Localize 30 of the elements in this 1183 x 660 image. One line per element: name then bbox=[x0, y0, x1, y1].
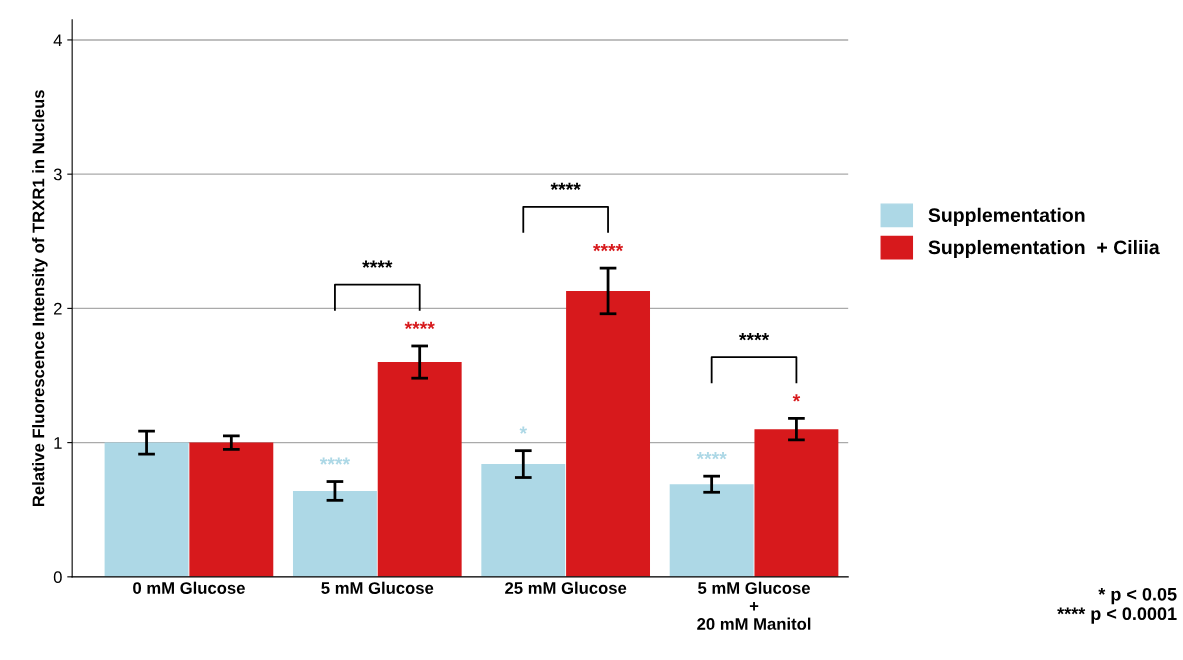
annotation: **** bbox=[738, 333, 770, 341]
data-label: * bbox=[519, 426, 528, 434]
y-tick-label: 3 bbox=[53, 168, 62, 181]
text: * p < 0.05 **** p < 0.0001 bbox=[1057, 587, 1177, 624]
y-tick-label: 2 bbox=[54, 302, 62, 315]
data-label: **** bbox=[319, 457, 351, 465]
x-tick-label: 5 mM Glucose bbox=[321, 581, 434, 594]
data-label: **** bbox=[696, 452, 727, 460]
y-tick-label: 4 bbox=[53, 34, 62, 46]
legend-label: Supplementation bbox=[928, 207, 1085, 226]
y-tick-label: 1 bbox=[54, 437, 62, 449]
annotation: **** bbox=[362, 260, 393, 268]
bar bbox=[377, 362, 462, 577]
data-label: * bbox=[792, 394, 801, 402]
x-tick-label: 0 mM Glucose bbox=[133, 581, 245, 594]
legend-label: Supplementation + Ciliia bbox=[928, 239, 1160, 259]
bar bbox=[754, 429, 839, 577]
bar bbox=[669, 484, 754, 577]
x-tick-label: 5 mM Glucose + 20 mM Manitol bbox=[697, 581, 811, 630]
data-label: **** bbox=[404, 321, 435, 330]
data-label: **** bbox=[592, 244, 624, 252]
bar bbox=[566, 290, 651, 577]
annotation: **** bbox=[550, 182, 581, 190]
y-axis-title: Relative Fluorescence Intensity of TRXR1 in Nucleus bbox=[32, 90, 48, 507]
x-tick-label: 25 mM Glucose bbox=[505, 581, 627, 594]
y-tick-label: 0 bbox=[53, 571, 62, 584]
bar bbox=[189, 442, 274, 577]
bar bbox=[481, 464, 566, 577]
bar bbox=[104, 442, 189, 577]
bar bbox=[292, 490, 377, 577]
